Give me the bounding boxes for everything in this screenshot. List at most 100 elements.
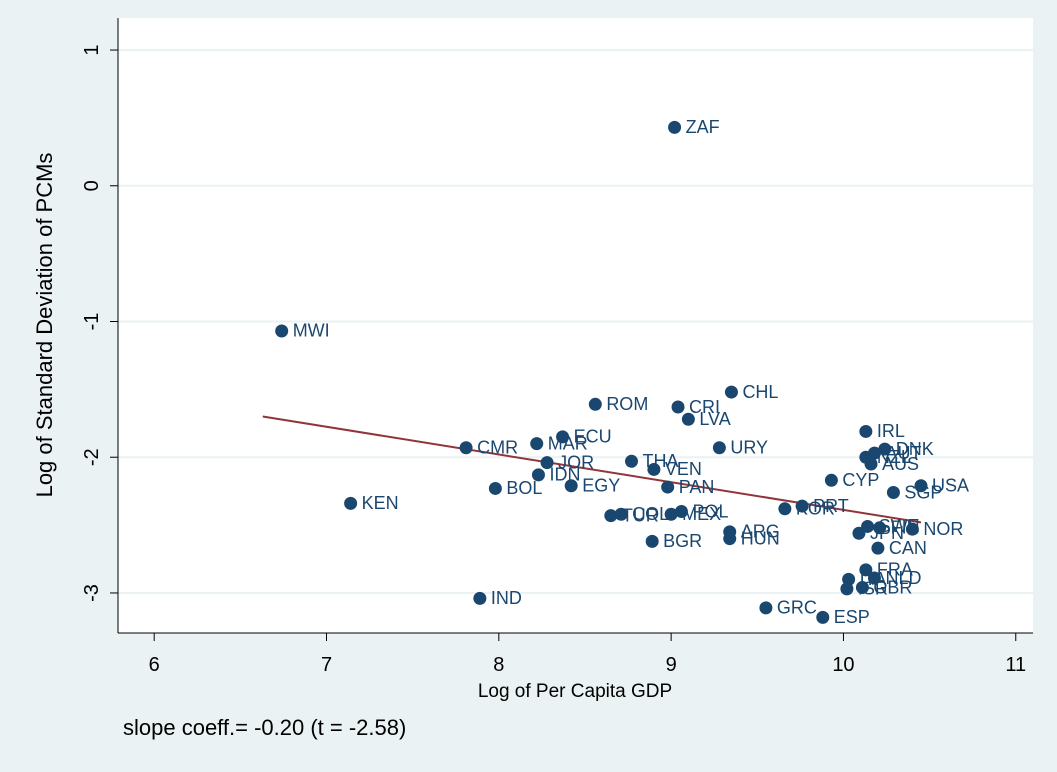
point-label: ECU — [574, 427, 612, 447]
point-label: MWI — [293, 321, 330, 341]
point — [625, 454, 639, 468]
annotation: slope coeff.= -0.20 (t = -2.58) — [123, 715, 406, 740]
point — [488, 481, 502, 495]
point — [816, 610, 830, 624]
point — [531, 468, 545, 482]
point-label: DNK — [896, 439, 934, 459]
point-label: CHL — [742, 382, 778, 402]
point-label: BGR — [663, 531, 702, 551]
point — [878, 442, 892, 456]
fit-line — [262, 415, 922, 524]
point-label: AUS — [882, 454, 919, 474]
y-tick-label: -3 — [81, 584, 103, 602]
point — [759, 601, 773, 615]
point-label: COL — [632, 504, 669, 524]
point — [556, 430, 570, 444]
x-tick-label: 7 — [321, 654, 332, 676]
point — [647, 462, 661, 476]
point-label: JOR — [558, 452, 594, 472]
point-label: AUT — [885, 443, 921, 463]
point-label: IRL — [877, 421, 905, 441]
point — [668, 120, 682, 134]
x-tick-label: 9 — [666, 654, 677, 676]
x-tick-label: 11 — [1005, 654, 1026, 676]
point-label: ZAF — [686, 117, 720, 137]
point — [723, 532, 737, 546]
point — [604, 509, 618, 523]
point — [824, 473, 838, 487]
point-label: CRI — [689, 397, 720, 417]
point — [871, 541, 885, 555]
point-label: CYP — [842, 470, 879, 490]
point-label: NZL — [877, 447, 911, 467]
point — [681, 412, 695, 426]
point — [864, 457, 878, 471]
point-label: TUR — [622, 505, 659, 525]
point — [473, 591, 487, 605]
point-label: MEX — [682, 504, 721, 524]
point — [712, 441, 726, 455]
point-label: JPN — [870, 523, 904, 543]
point-label: USA — [932, 475, 969, 495]
point-label: EGY — [582, 475, 620, 495]
point — [661, 480, 675, 494]
point-label: VEN — [665, 459, 702, 479]
point-label: GBR — [873, 577, 912, 597]
point — [873, 521, 887, 535]
point — [855, 581, 869, 595]
point — [867, 571, 881, 585]
point-label: NOR — [923, 519, 963, 539]
x-tick-label: 6 — [149, 654, 160, 676]
point-label: ESP — [834, 607, 870, 627]
point — [778, 502, 792, 516]
point — [859, 424, 873, 438]
point — [671, 400, 685, 414]
point-label: PRT — [813, 496, 849, 516]
point-label: LVA — [699, 409, 730, 429]
point-label: GRC — [777, 598, 817, 618]
point — [344, 496, 358, 510]
y-tick-label: -2 — [81, 448, 103, 466]
point — [795, 499, 809, 513]
y-axis-title: Log of Standard Deviation of PCMs — [32, 153, 57, 498]
point — [905, 522, 919, 536]
point — [588, 397, 602, 411]
point-label: CAN — [889, 538, 927, 558]
point — [859, 563, 873, 577]
point-label: URY — [730, 437, 768, 457]
point-label: NLD — [885, 568, 921, 588]
point — [674, 505, 688, 519]
point-label: IND — [491, 588, 522, 608]
x-axis-title: Log of Per Capita GDP — [478, 681, 672, 702]
point — [645, 534, 659, 548]
point-label: ISR — [858, 579, 888, 599]
point — [275, 324, 289, 338]
point — [664, 507, 678, 521]
y-tick-label: 0 — [81, 180, 103, 191]
point — [540, 456, 554, 470]
point — [564, 479, 578, 493]
point — [530, 437, 544, 451]
point-label: HUN — [741, 528, 780, 548]
point-label: CMR — [477, 437, 518, 457]
point — [459, 441, 473, 455]
point — [852, 526, 866, 540]
point-label: KEN — [362, 493, 399, 513]
point — [724, 385, 738, 399]
point — [886, 486, 900, 500]
point-label: PAN — [679, 477, 715, 497]
x-tick-label: 8 — [493, 654, 504, 676]
point-label: ARG — [741, 522, 780, 542]
point-label: BOL — [506, 478, 542, 498]
point-label: FIN — [891, 518, 920, 538]
point — [914, 479, 928, 493]
point-label: SGP — [904, 482, 942, 502]
point-label: ROM — [606, 394, 648, 414]
y-tick-label: -1 — [81, 313, 103, 331]
point — [614, 507, 628, 521]
point-label: POL — [692, 501, 728, 521]
x-tick-label: 10 — [832, 654, 854, 676]
point-label: KOR — [796, 499, 835, 519]
point-label: FRA — [877, 560, 913, 580]
